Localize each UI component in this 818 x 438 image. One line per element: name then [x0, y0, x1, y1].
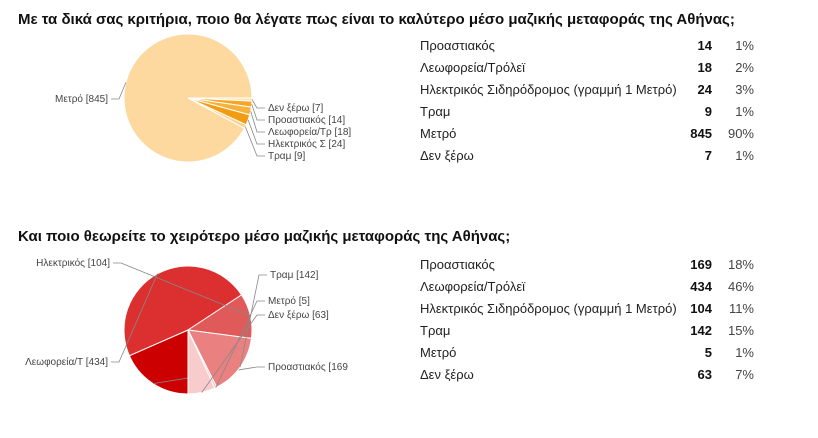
count-value: 142 [690, 322, 712, 338]
pie-slice-label: Τραμ [142] [270, 270, 319, 281]
pie-slice-label: Λεωφορεία/Τρ [18] [268, 126, 351, 138]
percent-value: 46% [727, 278, 754, 294]
pie-leader-line [215, 300, 265, 388]
pie-leader-line [250, 110, 265, 133]
pie-leader-line [111, 82, 127, 100]
category-label: Δεν ξέρω [420, 147, 474, 163]
pie-leader-line [201, 314, 265, 393]
percent-value: 1% [735, 344, 754, 360]
percent-value: 1% [735, 147, 754, 163]
count-value: 5 [704, 344, 712, 360]
percent-value: 90% [727, 125, 754, 141]
category-label: Τραμ [420, 322, 451, 338]
table-row: Ηλεκτρικός Σιδηρόδρομος (γραμμή 1 Μετρό)… [420, 297, 754, 319]
pie-leader-line [239, 274, 267, 368]
table-row: Προαστιακός 14 1% [420, 34, 754, 56]
percent-value: 11% [728, 300, 754, 316]
table-row: Δεν ξέρω 7 1% [420, 144, 754, 166]
pie-leader-line [111, 273, 158, 363]
category-label: Προαστιακός [420, 256, 495, 272]
pie-slice-label: Προαστιακός [14] [268, 114, 345, 126]
stats-table-best: Προαστιακός 14 1% Λεωφορεία/Τρόλεϊ 18 2% Ηλεκτ… [420, 34, 754, 166]
pie-slice-label: Προαστιακός [169 [268, 361, 348, 373]
category-label: Μετρό [420, 344, 457, 360]
count-value: 9 [704, 103, 712, 119]
count-value: 63 [697, 366, 712, 382]
table-row: Μετρό 845 90% [420, 122, 754, 144]
pie-leader-line [113, 262, 251, 317]
category-label: Λεωφορεία/Τρόλεϊ [420, 59, 525, 75]
table-row: Τραμ 9 1% [420, 100, 754, 122]
category-label: Ηλεκτρικός Σιδηρόδρομος (γραμμή 1 Μετρό) [420, 81, 677, 97]
percent-value: 2% [735, 59, 754, 75]
pie-slice[interactable] [128, 329, 189, 395]
count-value: 14 [697, 37, 712, 53]
pie-leader-line [244, 126, 265, 157]
percent-value: 7% [735, 366, 754, 382]
percent-value: 18% [727, 256, 754, 272]
chart-1-title: Με τα δικά σας κριτήρια, ποιο θα λέγατε … [18, 11, 735, 28]
table-row: Τραμ 142 15% [420, 319, 754, 341]
pie-slice-label: Μετρό [845] [55, 93, 108, 105]
table-row: Δεν ξέρω 63 7% [420, 363, 754, 385]
pie-leader-line [251, 99, 265, 109]
pie-slice-label: Μετρό [5] [268, 295, 310, 307]
table-row: Προαστιακός 169 18% [420, 253, 754, 275]
category-label: Τραμ [420, 103, 451, 119]
table-row: Μετρό 5 1% [420, 341, 754, 363]
percent-value: 15% [727, 322, 754, 338]
category-label: Δεν ξέρω [420, 366, 474, 382]
category-label: Προαστιακός [420, 37, 495, 53]
pie-slice-label: Ηλεκτρικός Σ [24] [268, 138, 345, 150]
category-label: Ηλεκτρικός Σιδηρόδρομος (γραμμή 1 Μετρό) [420, 300, 677, 316]
count-value: 7 [704, 147, 712, 163]
count-value: 169 [690, 256, 712, 272]
count-value: 104 [690, 300, 712, 316]
pie-slice-label: Λεωφορεία/Τ [434] [25, 356, 108, 368]
count-value: 18 [697, 59, 712, 75]
count-value: 845 [690, 125, 712, 141]
percent-value: 1% [735, 37, 754, 53]
percent-value: 3% [735, 81, 754, 97]
pie-slice[interactable] [123, 33, 253, 163]
pie-slice-label: Δεν ξέρω [7] [268, 102, 323, 114]
category-label: Λεωφορεία/Τρόλεϊ [420, 278, 525, 294]
pie-leader-line [247, 119, 265, 145]
stats-table-worst: Προαστιακός 169 18% Λεωφορεία/Τρόλεϊ 434 46% Η… [420, 253, 754, 385]
table-row: Λεωφορεία/Τρόλεϊ 18 2% [420, 56, 754, 78]
percent-value: 1% [735, 103, 754, 119]
count-value: 24 [697, 81, 712, 97]
category-label: Μετρό [420, 125, 457, 141]
chart-2-title: Και ποιο θεωρείτε το χειρότερο μέσο μαζι… [18, 228, 511, 245]
pie-chart-best: Δεν ξέρω [7]Προαστιακός [14]Λεωφορεία/Τρ… [55, 33, 351, 163]
pie-slice-label: Ηλεκτρικός [104] [36, 257, 110, 269]
table-row: Λεωφορεία/Τρόλεϊ 434 46% [420, 275, 754, 297]
pie-slice-label: Δεν ξέρω [63] [268, 309, 329, 321]
table-row: Ηλεκτρικός Σιδηρόδρομος (γραμμή 1 Μετρό)… [420, 78, 754, 100]
pie-chart-worst: Προαστιακός [169 Λεωφορεία/Τ [434] Ηλεκτρι… [25, 257, 348, 395]
pie-slice-label: Τραμ [9] [268, 151, 305, 162]
pie-leader-line [251, 103, 265, 121]
count-value: 434 [690, 278, 712, 294]
